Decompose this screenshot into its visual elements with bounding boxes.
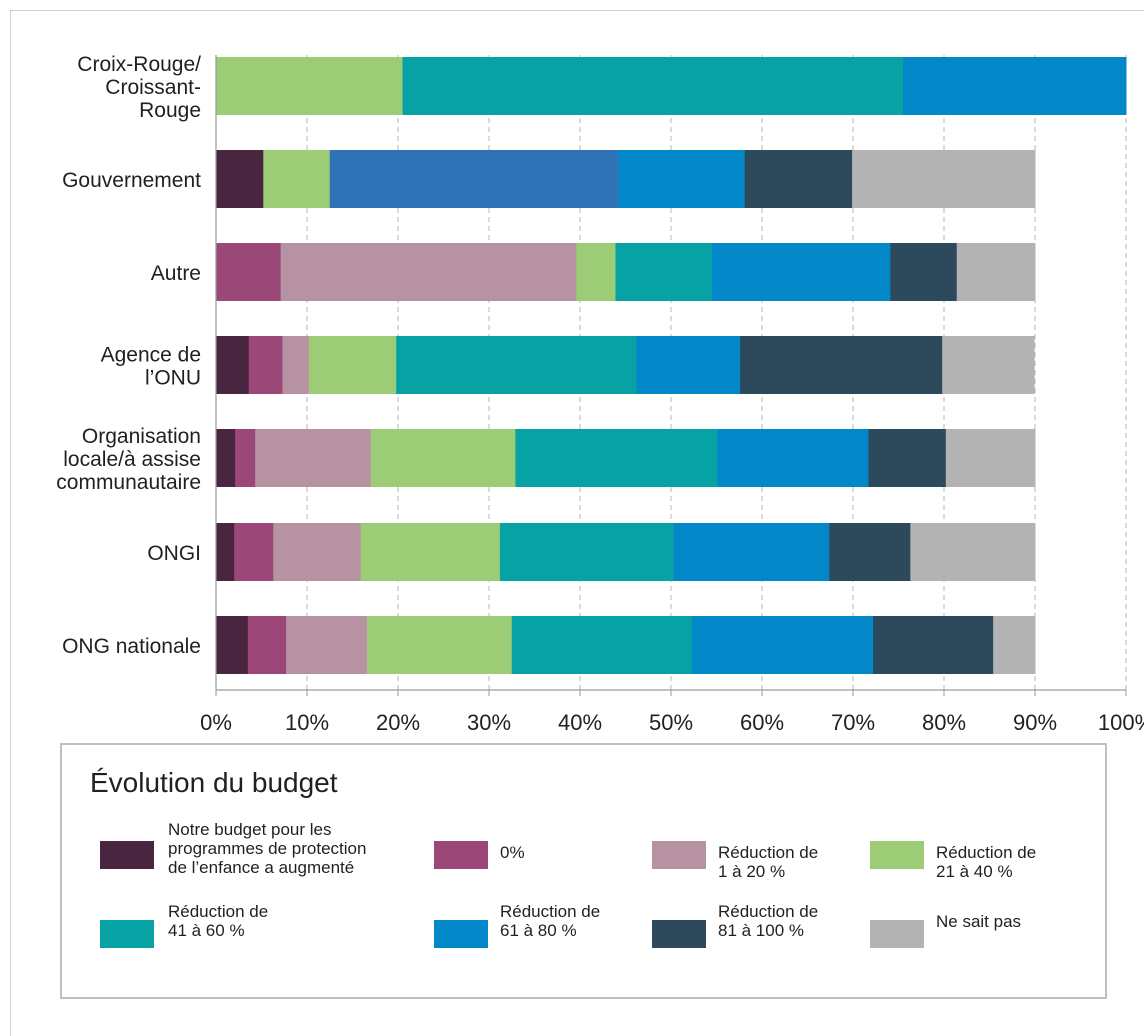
- bar-segment: [216, 523, 235, 581]
- category-labels: Croix-Rouge/Croissant-Rouge Gouvernement A…: [56, 53, 201, 658]
- bar-segment: [216, 336, 250, 394]
- legend-swatch: [870, 920, 924, 948]
- bar-segment: [360, 523, 501, 581]
- legend-swatch: [434, 841, 488, 869]
- legend-label: Réduction de 41 à 60 %: [168, 902, 269, 940]
- bar-segment: [744, 150, 853, 208]
- axes: [215, 55, 1127, 696]
- bar-segment: [329, 150, 619, 208]
- category-label: Croix-Rouge/Croissant-Rouge: [77, 53, 201, 122]
- legend-swatch: [652, 920, 706, 948]
- bar-segment: [673, 523, 830, 581]
- bar-segment: [711, 243, 891, 301]
- bar-segment: [367, 616, 513, 674]
- bars: [216, 57, 1127, 674]
- legend-label: Réduction de 61 à 80 %: [500, 902, 601, 940]
- legend-label: 0%: [500, 843, 525, 862]
- category-label: Autre: [151, 262, 201, 285]
- bar-segment: [993, 616, 1036, 674]
- bar-segment: [216, 429, 236, 487]
- legend-swatch: [870, 841, 924, 869]
- category-label: ONG nationale: [62, 635, 201, 658]
- bar-segment: [942, 336, 1035, 394]
- bar-segment: [247, 616, 287, 674]
- bar-segment: [286, 616, 368, 674]
- category-label: ONGI: [147, 542, 201, 565]
- legend-swatch: [652, 841, 706, 869]
- bar-segment: [618, 150, 746, 208]
- legend-swatch: [434, 920, 488, 948]
- bar-segment: [636, 336, 741, 394]
- bar-segment: [282, 336, 310, 394]
- stacked-bar-chart: Croix-Rouge/Croissant-Rouge Gouvernement A…: [56, 53, 1144, 735]
- bar-segment: [248, 336, 283, 394]
- bar-segment: [515, 429, 718, 487]
- bar-segment: [691, 616, 874, 674]
- bar-segment: [216, 150, 264, 208]
- x-tick-label: 60%: [740, 710, 784, 735]
- x-tick-label: 100%: [1098, 710, 1144, 735]
- bar-segment: [717, 429, 869, 487]
- x-tick-label: 0%: [200, 710, 232, 735]
- bar-segment: [740, 336, 943, 394]
- legend-label: Réduction de 1 à 20 %: [718, 843, 819, 881]
- bar-segment: [868, 429, 947, 487]
- bar-segment: [280, 243, 577, 301]
- x-tick-label: 40%: [558, 710, 602, 735]
- category-label: Agence de l’ONU: [101, 344, 201, 390]
- bar-segment: [829, 523, 911, 581]
- legend-swatch: [100, 920, 154, 948]
- bar-segment: [945, 429, 1036, 487]
- bar-segment: [910, 523, 1036, 581]
- bar-segment: [396, 336, 637, 394]
- legend: Évolution du budget Notre budget pour le…: [60, 743, 1107, 999]
- legend-label: Notre budget pour les programmes de prote…: [168, 820, 367, 877]
- chart-frame: [10, 10, 1144, 1036]
- bar-segment: [308, 336, 397, 394]
- bar-segment: [499, 523, 675, 581]
- bar-segment: [234, 523, 274, 581]
- x-tick-label: 30%: [467, 710, 511, 735]
- bar-segment: [576, 243, 616, 301]
- x-tick-label: 50%: [649, 710, 693, 735]
- legend-title: Évolution du budget: [90, 767, 338, 798]
- x-tick-label: 90%: [1013, 710, 1057, 735]
- legend-label: Réduction de 21 à 40 %: [936, 843, 1037, 881]
- bar-segment: [263, 150, 331, 208]
- category-label: Gouvernement: [62, 169, 201, 192]
- x-tick-label: 70%: [831, 710, 875, 735]
- legend-swatch: [100, 841, 154, 869]
- bar-segment: [216, 57, 404, 115]
- bar-segment: [273, 523, 362, 581]
- bar-segment: [511, 616, 693, 674]
- x-tick-label: 80%: [922, 710, 966, 735]
- x-tick-label: 20%: [376, 710, 420, 735]
- bar-segment: [873, 616, 994, 674]
- bar-segment: [216, 616, 249, 674]
- category-label: Organisation locale/à assise communautaire: [56, 425, 201, 494]
- bar-segment: [956, 243, 1036, 301]
- bar-segment: [370, 429, 516, 487]
- bar-segment: [852, 150, 1036, 208]
- legend-label: Réduction de 81 à 100 %: [718, 902, 819, 940]
- x-tick-label: 10%: [285, 710, 329, 735]
- bar-segment: [235, 429, 256, 487]
- x-tick-labels: 0% 10% 20% 30% 40% 50% 60% 70% 80% 90% 100%: [200, 710, 1144, 735]
- bar-segment: [903, 57, 1127, 115]
- bar-segment: [255, 429, 372, 487]
- bar-segment: [216, 243, 282, 301]
- legend-label: Ne sait pas: [936, 912, 1022, 931]
- bar-segment: [615, 243, 713, 301]
- bar-segment: [402, 57, 904, 115]
- bar-segment: [890, 243, 958, 301]
